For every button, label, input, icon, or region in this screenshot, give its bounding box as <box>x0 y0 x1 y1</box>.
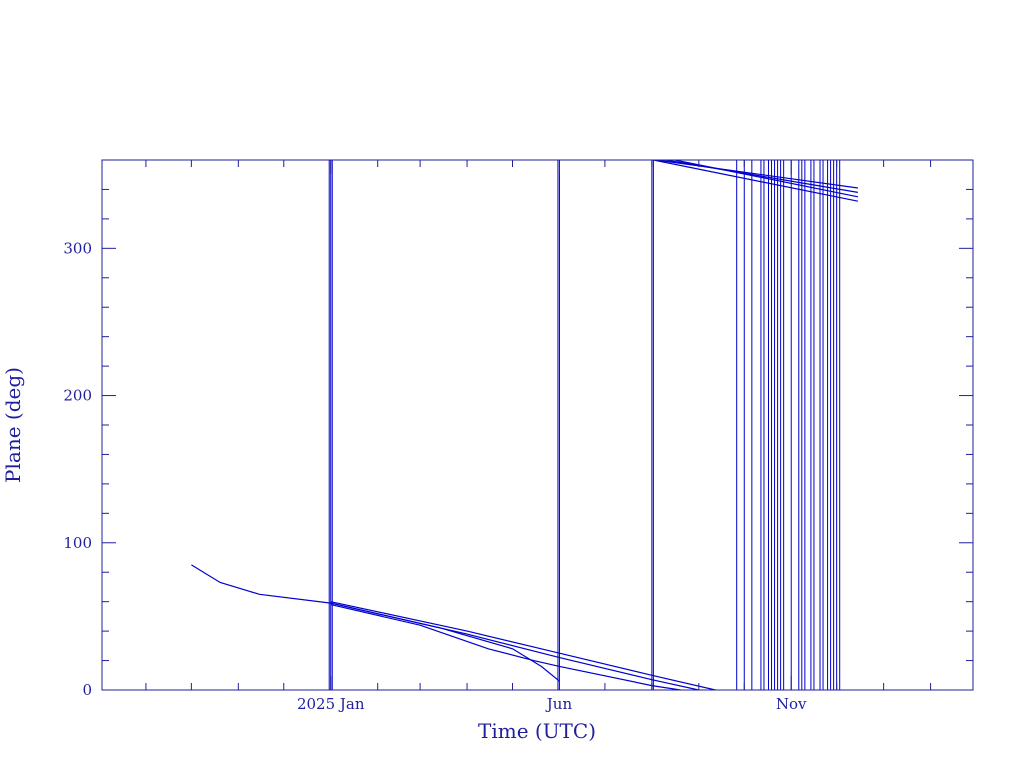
series-line <box>674 159 859 198</box>
series-lines <box>191 159 859 691</box>
series-line <box>653 159 859 202</box>
y-tick-label: 300 <box>63 239 92 257</box>
ticks <box>102 159 973 691</box>
x-axis-title: Time (UTC) <box>478 719 596 743</box>
plot-frame <box>101 159 974 691</box>
x-tick-label: 2025 Jan <box>297 695 365 713</box>
tick-labels: 0 100 200 300 2025 Jan Jun Nov <box>63 239 807 713</box>
y-axis-title: Plane (deg) <box>1 367 25 483</box>
series-line <box>330 601 716 691</box>
x-tick-label: Jun <box>545 695 573 713</box>
vertical-lines <box>328 160 841 690</box>
y-tick-label: 100 <box>63 534 92 552</box>
x-tick-label: Nov <box>776 695 807 713</box>
y-tick-label: 200 <box>63 387 92 405</box>
series-line <box>665 159 858 193</box>
y-tick-label: 0 <box>82 681 92 699</box>
series-line <box>330 602 560 682</box>
series-line <box>191 564 699 691</box>
